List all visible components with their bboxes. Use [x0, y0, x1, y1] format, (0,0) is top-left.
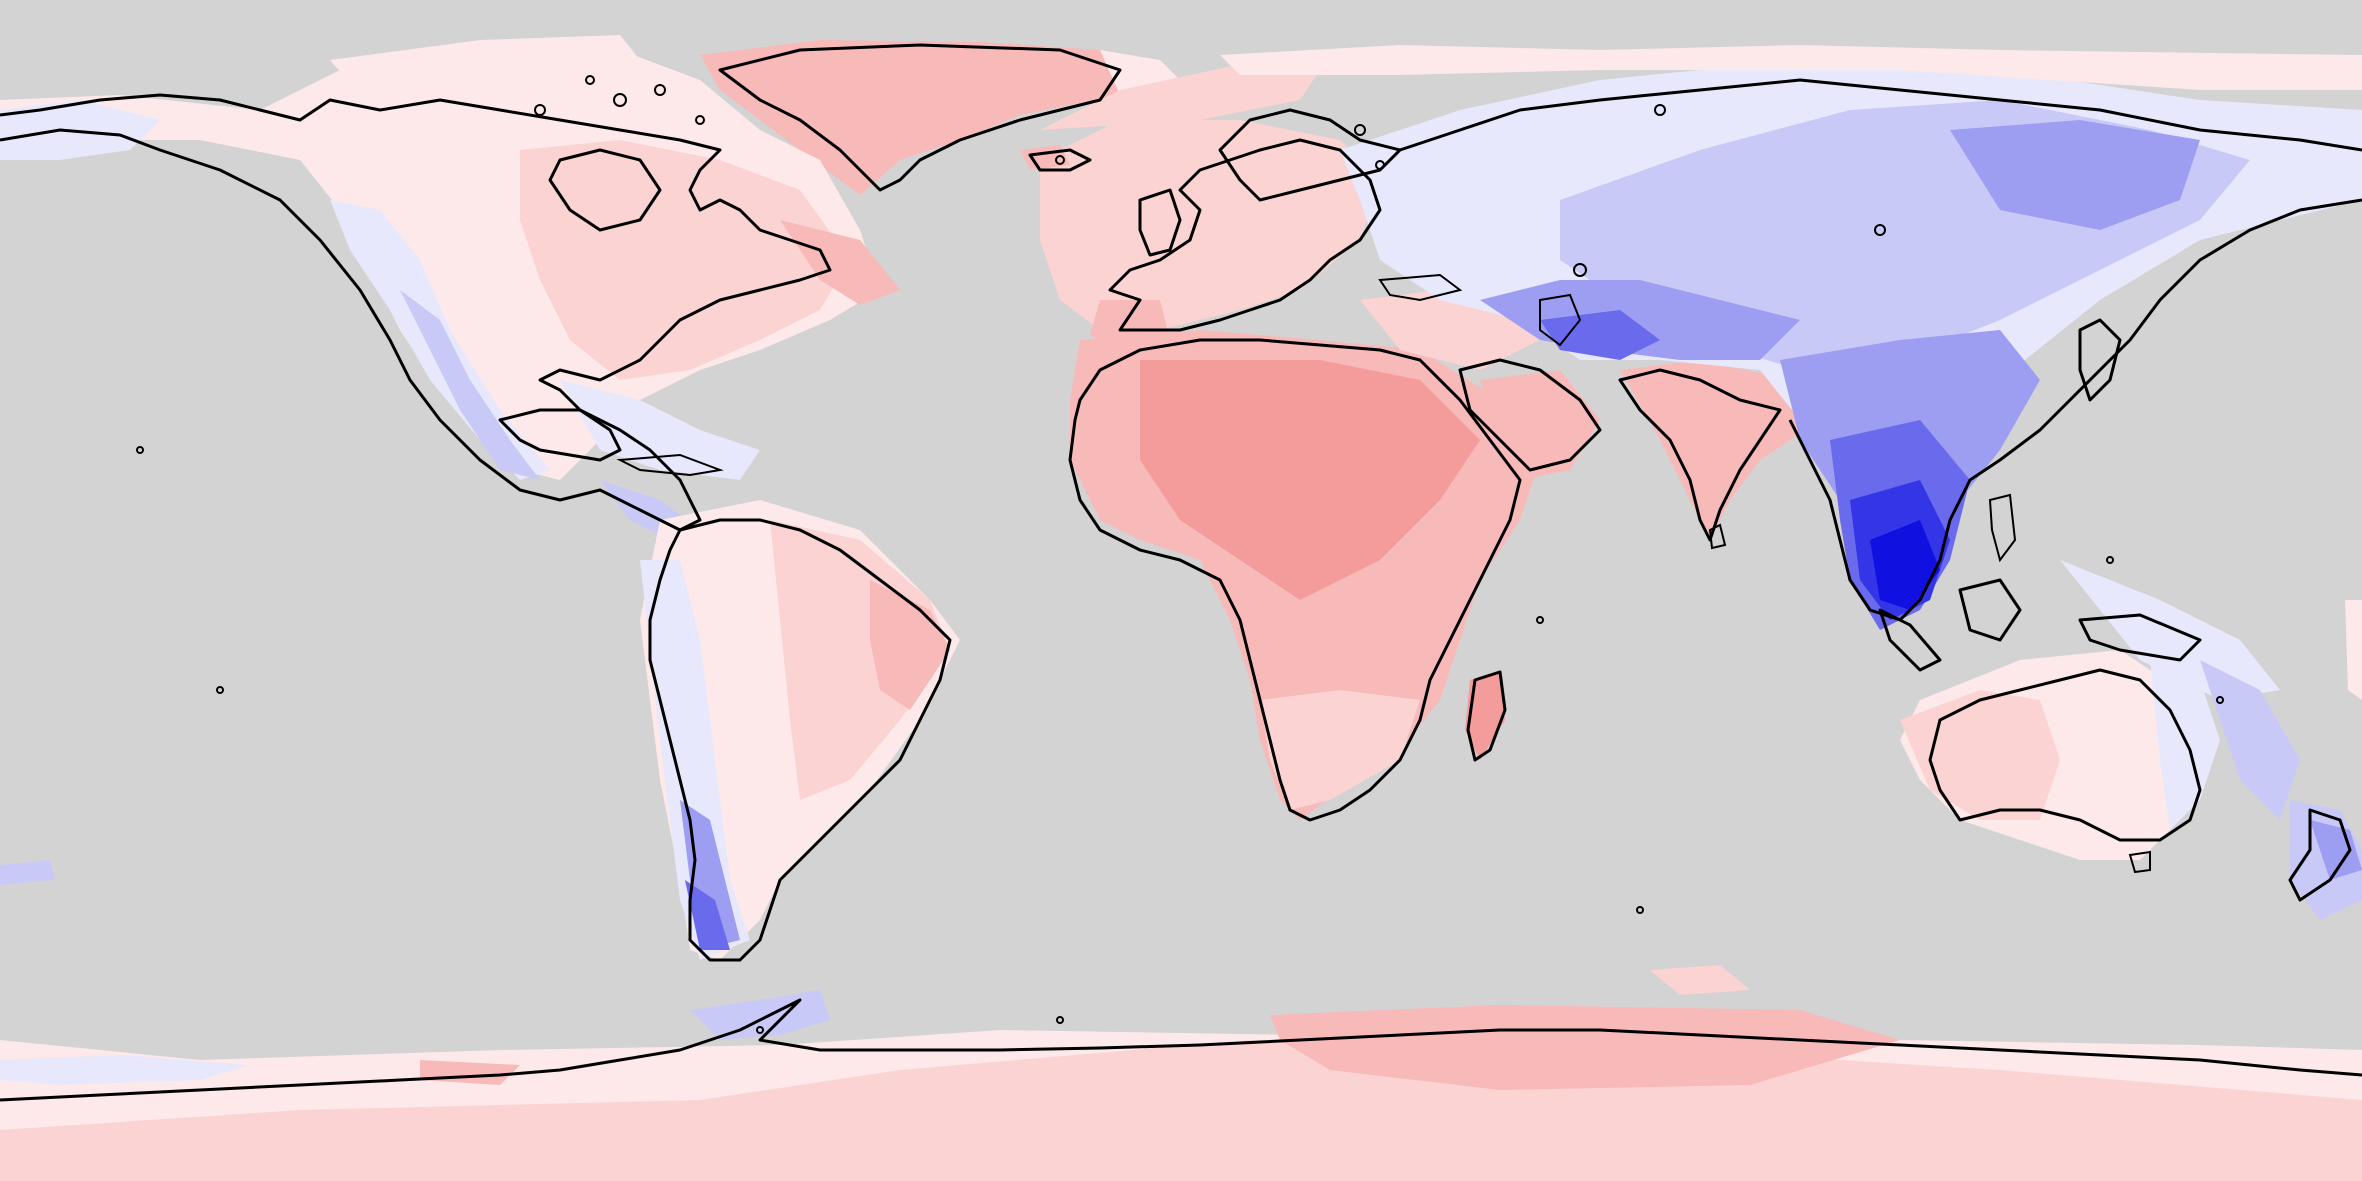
greenland-shade — [700, 40, 1160, 195]
island — [756, 1026, 764, 1034]
coast-asia-north — [1399, 78, 2362, 152]
caspian-core-shade — [1540, 310, 1660, 360]
coast-philippines — [1988, 493, 2017, 563]
island-layer — [136, 75, 2224, 1034]
malaysia-shade-deepest — [1870, 520, 1940, 610]
coast-africa — [1068, 338, 1522, 822]
coast-iceland — [1028, 148, 1092, 172]
island — [1636, 906, 1644, 914]
coast-arabia — [1458, 358, 1602, 472]
island — [1536, 616, 1544, 624]
coast-sri-lanka — [1708, 523, 1727, 550]
coast-new-zealand — [2288, 808, 2352, 902]
arabia-shade — [1480, 370, 1600, 480]
coast-north-america — [0, 93, 832, 532]
pacific-asia-shade — [2060, 560, 2280, 700]
antarctica-west-shade — [0, 1055, 250, 1085]
coast-australia — [1928, 668, 2202, 842]
coast-asia-east — [1788, 198, 2362, 622]
island — [1654, 104, 1666, 116]
island — [654, 84, 666, 96]
south-america-shade-east — [770, 520, 950, 800]
madagascar-shade — [1465, 670, 1505, 760]
coast-cuba — [616, 453, 724, 477]
island — [1874, 224, 1886, 236]
coast-europe — [1108, 138, 1382, 332]
right-edge-shade — [2345, 600, 2362, 700]
coast-madagascar — [1466, 670, 1507, 762]
coast-japan — [2078, 318, 2122, 402]
coast-britain — [1138, 188, 1182, 257]
island — [1354, 124, 1366, 136]
coast-borneo — [1958, 578, 2022, 642]
antarctica-shade-core — [1270, 1005, 1900, 1090]
coast-greenland — [718, 43, 1122, 192]
coast-new-guinea — [2078, 613, 2202, 662]
island — [216, 686, 224, 694]
island — [1375, 160, 1385, 170]
coast-sumatra — [1878, 608, 1942, 672]
coast-caspian-sea — [1539, 293, 1582, 347]
coast-south-america — [648, 518, 952, 962]
island — [136, 446, 144, 454]
coast-black-sea — [1378, 273, 1463, 302]
alaska-shade — [0, 100, 160, 160]
island — [695, 115, 705, 125]
island — [2106, 556, 2114, 564]
tasman-shade — [2200, 660, 2300, 820]
new-zealand-shade-dark — [2310, 820, 2362, 880]
island — [613, 93, 627, 107]
coastline-layer — [0, 43, 2362, 1102]
brazil-shade-core — [870, 580, 950, 710]
rockies-shade-core — [400, 290, 540, 480]
andes-shade — [640, 560, 750, 960]
east-siberia-shade — [1950, 120, 2200, 230]
coast-scandinavia — [1218, 108, 1402, 202]
coast-tasmania — [2128, 850, 2151, 874]
southern-ocean-red — [1650, 965, 1750, 995]
coast-hudson-bay — [548, 148, 662, 232]
caribbean-shade — [560, 380, 760, 480]
labrador-shade — [780, 220, 900, 305]
coast-india — [1618, 368, 1782, 542]
coast-antarctica — [0, 998, 2362, 1102]
island — [1056, 1016, 1064, 1024]
india-shade — [1620, 360, 1820, 540]
island — [2216, 696, 2224, 704]
southern-africa-shade — [1260, 690, 1420, 810]
left-edge-blue — [0, 860, 55, 885]
arctic-ocean-pale — [1220, 45, 2362, 90]
island — [1573, 263, 1587, 277]
africa-north-shade — [1140, 360, 1480, 600]
australia-east-shade — [2150, 660, 2220, 830]
arctic-canada-shade — [330, 35, 640, 100]
island — [534, 104, 546, 116]
island — [585, 75, 595, 85]
europe-shade-base — [1040, 120, 1380, 330]
shading-layer — [0, 35, 2362, 1181]
north-atlantic-shade — [1040, 60, 1320, 130]
island — [1055, 155, 1065, 165]
north-america-shade-east — [520, 140, 850, 380]
coast-gulf-of-mexico — [498, 408, 622, 462]
patagonia-shade-dark — [685, 880, 730, 950]
